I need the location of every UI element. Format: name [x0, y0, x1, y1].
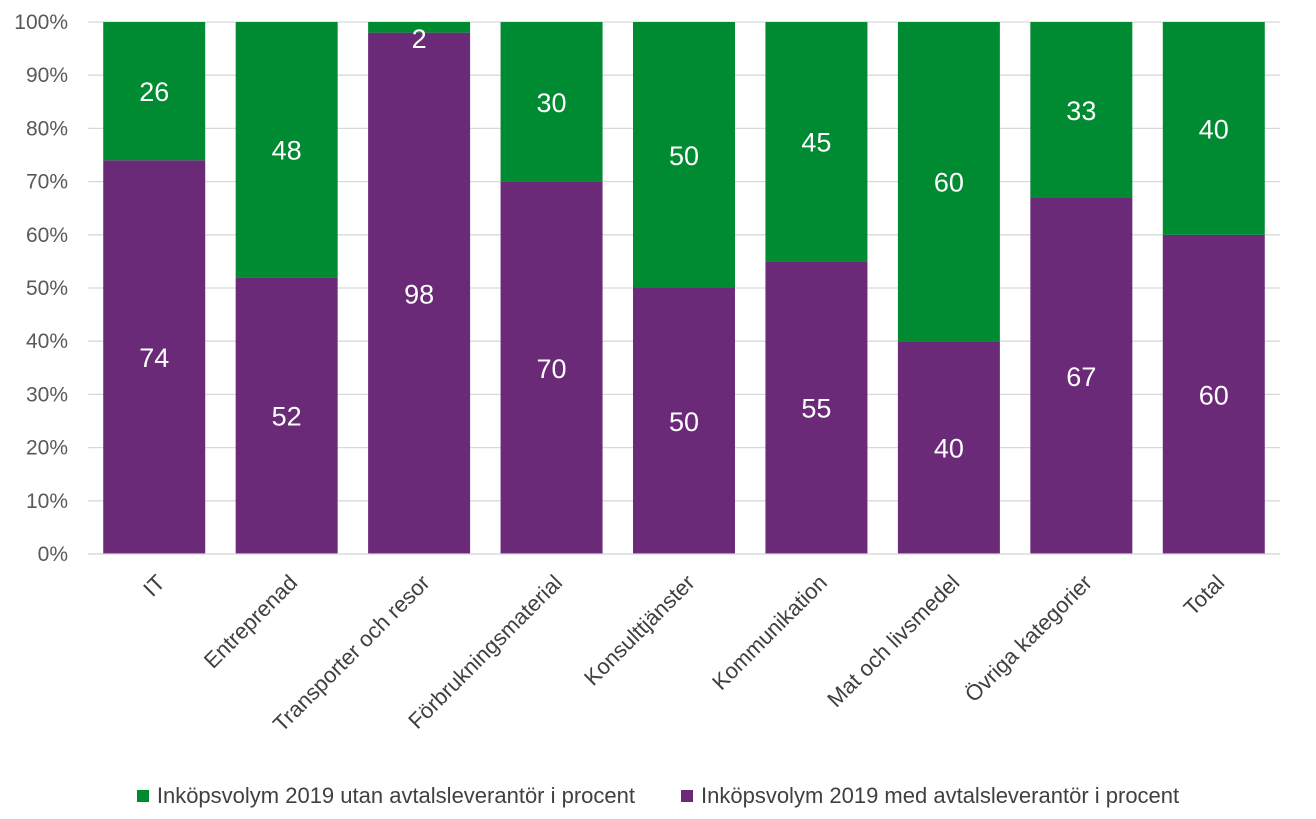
data-label: 45	[801, 128, 831, 158]
bar-segment-utan	[1030, 22, 1133, 198]
data-label: 30	[537, 88, 567, 118]
x-tick-label: Konsulttjänster	[579, 570, 700, 691]
y-tick-label: 90%	[26, 64, 68, 87]
data-label: 98	[404, 279, 434, 309]
data-label: 40	[1199, 114, 1229, 144]
y-tick-label: 70%	[26, 171, 68, 194]
x-tick-label: Kommunikation	[707, 570, 832, 695]
bar-segment-utan	[500, 22, 603, 182]
data-label: 50	[669, 407, 699, 437]
bar-segment-med	[103, 160, 206, 554]
bars	[103, 22, 1265, 555]
legend-item-utan: Inköpsvolym 2019 utan avtalsleverantör i…	[136, 783, 635, 809]
bar-segment-utan	[235, 22, 338, 278]
legend-label-med: Inköpsvolym 2019 med avtalsleverantör i …	[701, 783, 1180, 808]
x-tick-label: Total	[1179, 570, 1230, 621]
data-label: 26	[139, 77, 169, 107]
legend: Inköpsvolym 2019 utan avtalsleverantör i…	[0, 783, 1316, 809]
y-axis: 0% 10% 20% 30% 40% 50% 60% 70% 80% 90% 100%	[14, 11, 68, 566]
y-tick-label: 50%	[26, 277, 68, 300]
data-label: 33	[1066, 96, 1096, 126]
bar-segment-med	[765, 261, 868, 554]
data-label: 2	[412, 24, 427, 54]
data-label: 70	[537, 354, 567, 384]
bar-segment-utan	[633, 22, 735, 288]
data-label: 52	[272, 402, 302, 432]
bar-segment-med	[368, 32, 471, 554]
bar-segment-med	[1030, 197, 1133, 554]
x-tick-label: Mat och livsmedel	[822, 570, 964, 712]
y-tick-label: 60%	[26, 224, 68, 247]
y-tick-label: 20%	[26, 437, 68, 460]
legend-item-med: Inköpsvolym 2019 med avtalsleverantör i …	[681, 783, 1179, 809]
x-tick-label: Entreprenad	[199, 570, 302, 673]
y-tick-label: 0%	[38, 543, 68, 566]
data-label: 60	[934, 168, 964, 198]
data-label: 50	[669, 141, 699, 171]
data-label: 55	[801, 394, 831, 424]
data-label: 60	[1199, 380, 1229, 410]
y-tick-label: 30%	[26, 383, 68, 406]
legend-swatch-utan	[136, 790, 149, 802]
data-labels: 74 26 52 48 98 2 70 30 50 50 55 45 40 60 67 33 60 40	[139, 24, 1229, 464]
bar-segment-med	[500, 181, 603, 554]
data-label: 48	[272, 136, 302, 166]
bar-segment-utan	[368, 22, 471, 33]
bar-segment-med	[897, 341, 1000, 554]
bar-segment-utan	[897, 22, 1000, 342]
y-tick-label: 80%	[26, 117, 68, 140]
x-tick-label: IT	[138, 570, 170, 602]
y-tick-label: 100%	[14, 11, 68, 34]
legend-swatch-med	[681, 790, 693, 802]
bar-segment-utan	[765, 22, 868, 262]
bar-segment-med	[235, 277, 338, 554]
bar-segment-med	[633, 288, 735, 554]
y-tick-label: 40%	[26, 330, 68, 353]
bar-segment-med	[1162, 234, 1265, 555]
bar-segment-utan	[1162, 22, 1265, 235]
bar-segment-utan	[103, 22, 206, 161]
data-label: 67	[1066, 362, 1096, 392]
data-label: 40	[934, 434, 964, 464]
x-tick-label: Övriga kategorier	[960, 570, 1097, 707]
x-tick-label: Förbrukningsmaterial	[403, 570, 567, 734]
data-label: 74	[139, 343, 169, 373]
legend-label-utan: Inköpsvolym 2019 utan avtalsleverantör i…	[156, 783, 635, 808]
y-tick-label: 10%	[26, 490, 68, 513]
